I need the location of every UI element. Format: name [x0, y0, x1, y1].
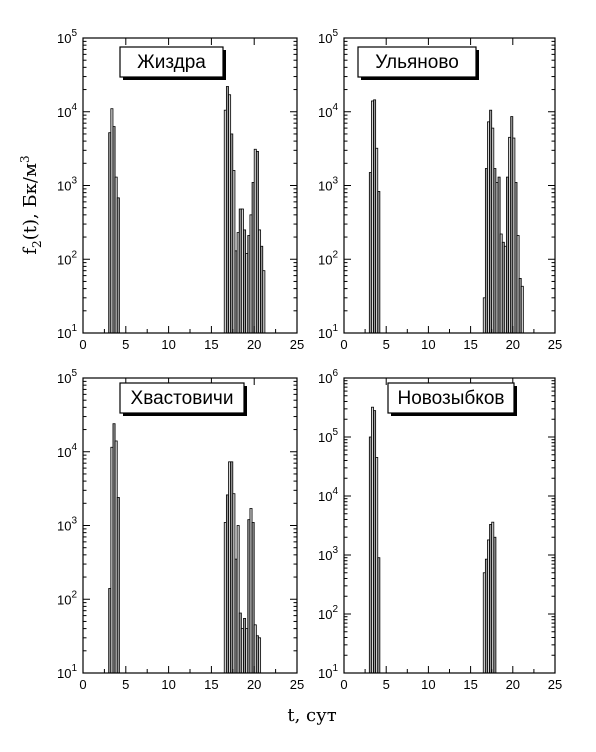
panel-label-box	[119, 46, 224, 78]
panel-title: Ульяново	[375, 52, 459, 73]
y-tick-label: 102	[57, 249, 77, 267]
y-tick-label: 102	[318, 249, 338, 267]
x-tick-label: 20	[247, 337, 261, 352]
y-tick-label: 104	[318, 102, 338, 120]
panel-title: Хвастовичи	[131, 388, 234, 409]
x-tick-label: 5	[383, 337, 390, 352]
bar	[377, 191, 381, 334]
y-axis-label-text: f2(t), Бк/м3	[18, 155, 44, 254]
x-tick-label: 10	[421, 337, 435, 352]
y-tick-label: 103	[318, 176, 338, 194]
x-tick-label: 0	[340, 337, 347, 352]
bar	[116, 197, 120, 334]
y-tick-label: 101	[318, 323, 338, 341]
y-tick-label: 104	[57, 442, 77, 460]
x-tick-label: 10	[161, 337, 175, 352]
x-tick-label: 20	[247, 677, 261, 692]
bar	[377, 557, 381, 674]
panel-title: Новозыбков	[398, 388, 505, 409]
chart-panel-4: 0 5 10 15 20 25 101 102 103 104 105 106 Новозыбков	[318, 368, 562, 692]
chart-panel-3: 0 5 10 15 20 25 101 102 103 104 105 Хвастовичи	[57, 368, 304, 692]
bar	[262, 270, 266, 334]
x-tick-label: 25	[548, 337, 562, 352]
x-tick-label: 20	[506, 337, 520, 352]
chart-panel-1: 0 5 10 15 20 25 101 102 103 104 105 Жиздра	[57, 28, 304, 352]
y-tick-label: 105	[318, 427, 338, 445]
y-tick-label: 105	[57, 368, 77, 386]
x-tick-label: 15	[463, 677, 477, 692]
x-axis-label: t, сут	[287, 705, 336, 726]
y-tick-label: 106	[318, 368, 338, 386]
bar	[258, 637, 262, 674]
y-tick-label: 103	[57, 176, 77, 194]
x-tick-label: 0	[340, 677, 347, 692]
x-tick-label: 25	[290, 677, 304, 692]
y-tick-label: 104	[57, 102, 77, 120]
panel-title: Жиздра	[137, 52, 206, 73]
y-tick-label: 104	[318, 486, 338, 504]
y-tick-label: 105	[318, 28, 338, 46]
x-tick-label: 10	[421, 677, 435, 692]
chart-panel-2: 0 5 10 15 20 25 101 102 103 104 105 Ульяново	[318, 28, 562, 352]
x-tick-label: 0	[79, 337, 86, 352]
x-tick-label: 5	[122, 337, 129, 352]
x-tick-label: 5	[383, 677, 390, 692]
y-tick-label: 101	[57, 663, 77, 681]
x-tick-label: 25	[290, 337, 304, 352]
y-axis-label: f2(t), Бк/м3	[18, 155, 44, 254]
x-tick-label: 15	[204, 677, 218, 692]
panel-label-box	[387, 382, 515, 414]
x-tick-label: 0	[79, 677, 86, 692]
bar	[520, 285, 524, 334]
y-tick-label: 103	[57, 516, 77, 534]
x-tick-label: 5	[122, 677, 129, 692]
y-tick-label: 102	[318, 604, 338, 622]
x-tick-label: 15	[204, 337, 218, 352]
y-tick-label: 105	[57, 28, 77, 46]
x-tick-label: 25	[548, 677, 562, 692]
y-tick-label: 101	[318, 663, 338, 681]
y-tick-label: 103	[318, 545, 338, 563]
y-tick-label: 101	[57, 323, 77, 341]
x-tick-label: 15	[463, 337, 477, 352]
y-tick-label: 102	[57, 589, 77, 607]
bar	[493, 536, 497, 674]
panel-label-box	[357, 46, 477, 78]
x-tick-label: 20	[506, 677, 520, 692]
x-tick-label: 10	[161, 677, 175, 692]
panel-label-box	[119, 382, 245, 414]
bar	[116, 497, 120, 674]
